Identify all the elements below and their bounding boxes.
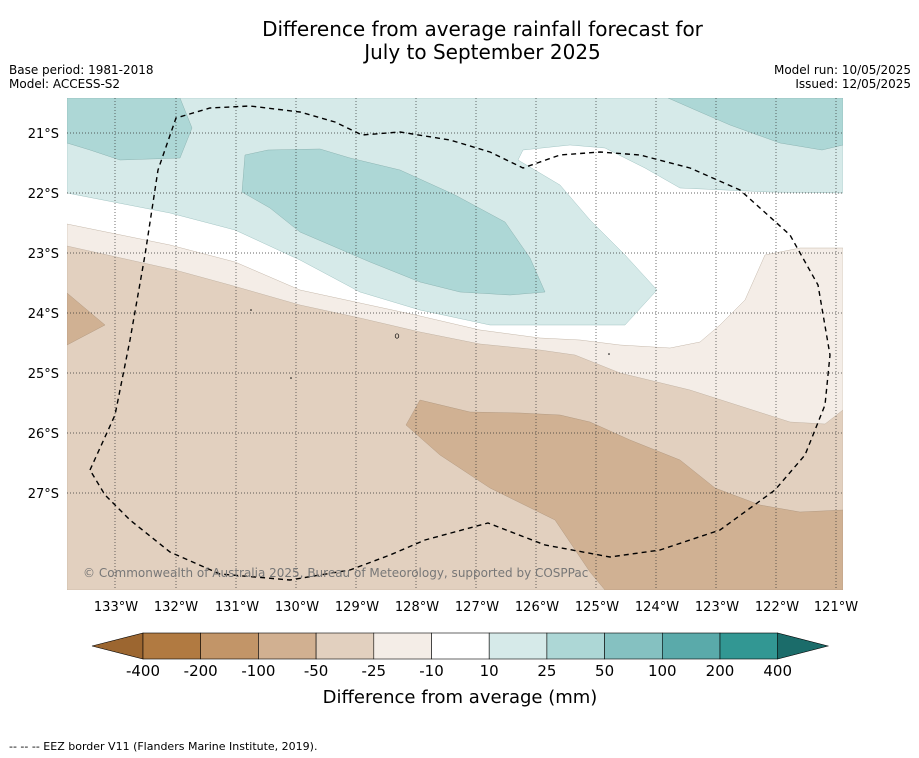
colorbar-tick: -50 — [304, 662, 329, 680]
lon-tick: 123°W — [695, 600, 739, 615]
lat-tick: 25°S — [28, 367, 59, 382]
colorbar-tick: -400 — [126, 662, 160, 680]
colorbar-tick: -10 — [419, 662, 444, 680]
rainfall-map: © Commonwealth of Australia 2025, Bureau… — [67, 98, 843, 590]
lat-tick: 26°S — [28, 427, 59, 442]
colorbar-tick: 25 — [537, 662, 556, 680]
lon-tick: 133°W — [94, 600, 138, 615]
lon-tick: 132°W — [154, 600, 198, 615]
meta-left: Base period: 1981-2018 Model: ACCESS-S2 — [9, 63, 154, 91]
colorbar-segment — [546, 632, 605, 660]
colorbar-segment — [200, 632, 259, 660]
lon-tick: 130°W — [275, 600, 319, 615]
colorbar-tick: 50 — [595, 662, 614, 680]
lat-tick: 23°S — [28, 247, 59, 262]
colorbar-tick: 400 — [763, 662, 792, 680]
title-line-2: July to September 2025 — [364, 40, 601, 64]
lon-tick: 125°W — [575, 600, 619, 615]
lat-tick-labels: 21°S 22°S 23°S 24°S 25°S 26°S 27°S — [28, 127, 59, 502]
colorbar-tick: -200 — [184, 662, 218, 680]
eez-border — [89, 105, 831, 581]
colorbar-extension-high — [777, 632, 830, 660]
colorbar-segment — [315, 632, 375, 660]
lon-tick: 121°W — [814, 600, 858, 615]
lat-tick: 21°S — [28, 127, 59, 142]
meta-right: Model run: 10/05/2025 Issued: 12/05/2025 — [774, 63, 911, 91]
model-run-text: Model run: 10/05/2025 — [773, 63, 911, 77]
lon-tick: 129°W — [335, 600, 379, 615]
lon-tick-labels: 133°W 132°W 131°W 130°W 129°W 128°W 127°… — [94, 600, 858, 615]
base-period-text: Base period: 1981-2018 — [9, 63, 154, 77]
colorbar-label: Difference from average (mm) — [323, 687, 598, 708]
colorbar-segment — [373, 632, 432, 660]
wet-medium-region-east — [667, 98, 843, 151]
lat-tick: 24°S — [28, 307, 59, 322]
island-marker — [290, 377, 292, 379]
lon-tick: 122°W — [755, 600, 799, 615]
graticule — [67, 98, 843, 590]
colorbar-tick: 200 — [706, 662, 735, 680]
island-marker — [250, 309, 252, 311]
lon-tick: 127°W — [455, 600, 499, 615]
title-line-1: Difference from average rainfall forecas… — [262, 17, 703, 41]
island-marker — [394, 333, 400, 339]
wet-medium-region-central — [241, 148, 546, 296]
issued-text: Issued: 12/05/2025 — [795, 77, 911, 91]
model-text: Model: ACCESS-S2 — [9, 77, 121, 91]
dry-strong-region — [405, 399, 843, 590]
lon-tick: 128°W — [395, 600, 439, 615]
colorbar-tick-labels: -400 -200 -100 -50 -25 -10 10 25 50 100 200 400 — [126, 662, 792, 680]
lon-tick: 126°W — [515, 600, 559, 615]
colorbar-tick: 100 — [648, 662, 677, 680]
island-marker — [608, 353, 610, 355]
colorbar-segment — [719, 632, 779, 660]
colorbar-segment — [258, 632, 317, 660]
colorbar-segment — [488, 632, 548, 660]
colorbar-tick: -25 — [362, 662, 387, 680]
colorbar-segment — [661, 632, 721, 660]
wet-medium-region-west — [67, 98, 193, 161]
colorbar-segment — [431, 632, 490, 660]
lon-tick: 131°W — [215, 600, 259, 615]
dry-strong-region-west — [67, 292, 106, 346]
colorbar-segment — [604, 632, 663, 660]
colorbar-segment — [142, 632, 202, 660]
eez-footnote: -- -- -- EEZ border V11 (Flanders Marine… — [9, 740, 318, 753]
chart-title: Difference from average rainfall forecas… — [0, 18, 919, 64]
copyright-text: © Commonwealth of Australia 2025, Bureau… — [83, 566, 588, 580]
lat-tick: 22°S — [28, 187, 59, 202]
lat-tick: 27°S — [28, 487, 59, 502]
colorbar-extension-low — [91, 632, 144, 660]
lon-tick: 124°W — [635, 600, 679, 615]
colorbar-tick: 10 — [480, 662, 499, 680]
colorbar-tick: -100 — [241, 662, 275, 680]
colorbar — [91, 632, 830, 660]
